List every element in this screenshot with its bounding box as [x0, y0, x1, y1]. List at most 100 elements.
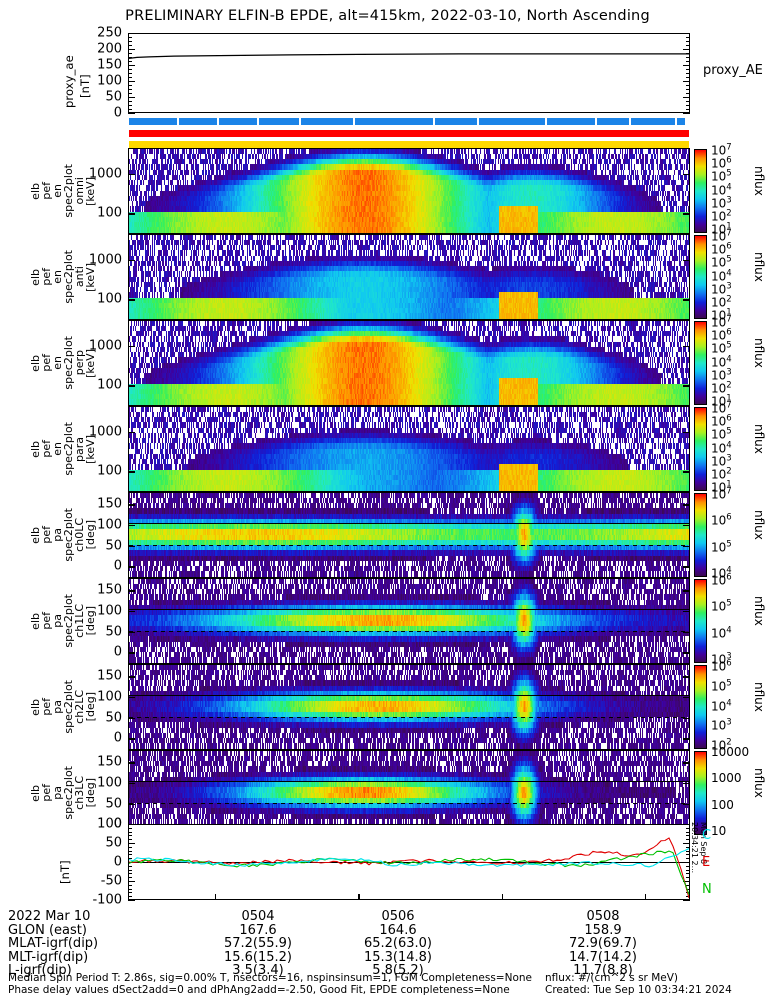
axis-tick — [128, 611, 135, 613]
colorbar-tick: 106 — [711, 512, 732, 528]
axis-annotation-row: GLON (east) 167.6 164.6 158.9 — [8, 922, 768, 938]
coverage-segment — [129, 118, 177, 125]
energy-panel-label-perp: elb pef en spec2plot perp [keV] — [10, 320, 97, 406]
colorbar-4 — [694, 493, 707, 577]
axis-annotation-label: MLAT-igrf(dip) — [8, 936, 99, 952]
pa-spectrogram-ch0LC — [129, 493, 689, 577]
axis-tick — [683, 385, 690, 387]
proxy-ae-ytick: 250 — [97, 25, 122, 41]
energy-ytick-perp-tick: 100 — [97, 377, 122, 393]
colorbar-tick: 106 — [711, 413, 732, 429]
axis-minor-tick — [686, 824, 690, 825]
pa-ytick-ch2LC-tick: 150 — [97, 668, 122, 684]
pa-ytick-ch1LC-tick: 0 — [113, 644, 122, 660]
colorbar-tick: 107 — [711, 486, 732, 502]
axis-annotation-label: GLON (east) — [8, 922, 87, 938]
colorbar-tick: 10000 — [711, 745, 750, 759]
colorbar-tick: 104 — [711, 440, 732, 455]
colorbar-tick: 107 — [711, 142, 732, 158]
axis-tick — [128, 385, 135, 387]
colorbar-tick: 106 — [711, 327, 732, 343]
colorbar-tick: 104 — [711, 268, 732, 283]
proxy-ae-legend-label: proxy_AE — [703, 63, 763, 78]
axis-annotation-label: 2022 Mar 10 — [8, 909, 91, 924]
colorbar-tick: 106 — [711, 155, 732, 171]
fgm-legend-N: N — [702, 882, 712, 897]
colorbar-tick: 101 — [711, 221, 732, 237]
colorbar-label: nflux — [752, 338, 766, 368]
axis-tick — [683, 611, 690, 613]
axis-tick — [128, 545, 135, 548]
pa-ytick-ch0LC-tick: 100 — [97, 517, 122, 533]
axis-minor-tick — [128, 824, 132, 825]
axis-annotation-value: 5.8(5.2) — [372, 963, 424, 979]
status-bar-red — [129, 130, 689, 137]
colorbar-label: nflux — [752, 768, 766, 798]
energy-spectrogram-omni — [129, 149, 689, 233]
axis-minor-tick — [686, 33, 690, 34]
axis-minor-tick — [128, 900, 132, 901]
proxy-ae-ytick: 200 — [97, 41, 122, 57]
energy-panel-label-para-word: [keV] — [84, 434, 97, 464]
pa-panel-label-ch0LC-word: [deg] — [84, 520, 97, 550]
energy-ytick-perp-tick: 1000 — [88, 338, 122, 354]
colorbar-tick: 103 — [711, 367, 732, 383]
axis-annotation-value: 65.2(63.0) — [363, 936, 433, 952]
page-title: PRELIMINARY ELFIN-B EPDE, alt=415km, 202… — [125, 8, 650, 24]
colorbar-tick: 104 — [711, 354, 732, 369]
axis-tick — [128, 631, 135, 634]
footer-right-line2: Created: Tue Sep 10 03:34:21 2024 — [545, 984, 732, 997]
axis-tick — [683, 345, 690, 348]
axis-tick — [128, 783, 135, 785]
axis-tick — [683, 173, 690, 176]
colorbar-2 — [694, 321, 707, 405]
proxy-ae-ytick: 100 — [97, 73, 122, 89]
colorbar-tick: 104 — [711, 565, 732, 581]
axis-tick — [128, 590, 135, 592]
axis-annotation-value: 158.9 — [584, 922, 622, 938]
energy-panel-label-omni-word: [keV] — [84, 176, 97, 206]
axis-tick — [128, 652, 135, 654]
colorbar-tick: 103 — [711, 453, 732, 469]
pa-ytick-ch2LC-tick: 0 — [113, 730, 122, 746]
axis-tick — [683, 471, 690, 473]
axis-tick — [128, 471, 135, 473]
colorbar-tick: 103 — [711, 717, 732, 733]
axis-annotation-row: L-igrf(dip) 3.5(3.4) 5.8(5.2) 11.7(8.8) — [8, 964, 768, 978]
energy-ytick-anti-tick: 100 — [97, 291, 122, 307]
colorbar-tick: 105 — [711, 254, 732, 270]
pa-ytick-ch2LC-tick: 100 — [97, 689, 122, 705]
data-coverage-bar — [129, 118, 689, 125]
fgm-legend-E: E — [702, 855, 711, 870]
axis-annotation-table: 2022 Mar 10 0504 0506 0508 GLON (east) 167.6 1… — [8, 910, 768, 978]
fgm-ytick: 0 — [113, 854, 122, 870]
axis-minor-tick — [686, 900, 690, 901]
colorbar-tick: 1000 — [711, 771, 742, 786]
axis-annotation-value: 14.7(14.2) — [568, 949, 638, 965]
pa-ytick-ch3LC-tick: 50 — [105, 796, 122, 812]
axis-tick — [683, 652, 690, 654]
axis-annotation-value: 0504 — [241, 909, 275, 924]
colorbar-label: nflux — [752, 252, 766, 282]
axis-annotation-row: MLT-igrf(dip) 15.6(15.2) 15.3(14.8) 14.7(14… — [8, 951, 768, 965]
axis-tick — [683, 676, 690, 678]
axis-tick — [128, 213, 135, 215]
colorbar-tick: 102 — [711, 466, 732, 482]
axis-annotation-row: MLAT-igrf(dip) 57.2(55.9) 65.2(63.0) 72.9(6… — [8, 937, 768, 951]
colorbar-tick: 105 — [711, 168, 732, 184]
pa-panel-label-ch0LC: elb pef pa spec2plot ch0LC [deg] — [10, 492, 97, 578]
proxy-ae-ytick: 150 — [97, 57, 122, 73]
footer-left-line2: Phase delay values dSect2add=0 and dPhAn… — [8, 984, 510, 997]
axis-tick — [683, 213, 690, 215]
axis-tick — [128, 738, 135, 740]
colorbar-label: nflux — [752, 510, 766, 540]
energy-ytick-para-tick: 1000 — [88, 424, 122, 440]
footer-left: Median Spin Period T: 2.86s, sig=0.00% T… — [8, 972, 532, 997]
colorbar-tick: 106 — [711, 572, 732, 588]
colorbar-label: nflux — [752, 596, 766, 626]
fgm-ytick: 50 — [105, 835, 122, 851]
colorbar-1 — [694, 235, 707, 319]
energy-ytick-omni-tick: 1000 — [88, 166, 122, 182]
axis-tick — [128, 504, 135, 506]
axis-tick — [128, 431, 135, 434]
